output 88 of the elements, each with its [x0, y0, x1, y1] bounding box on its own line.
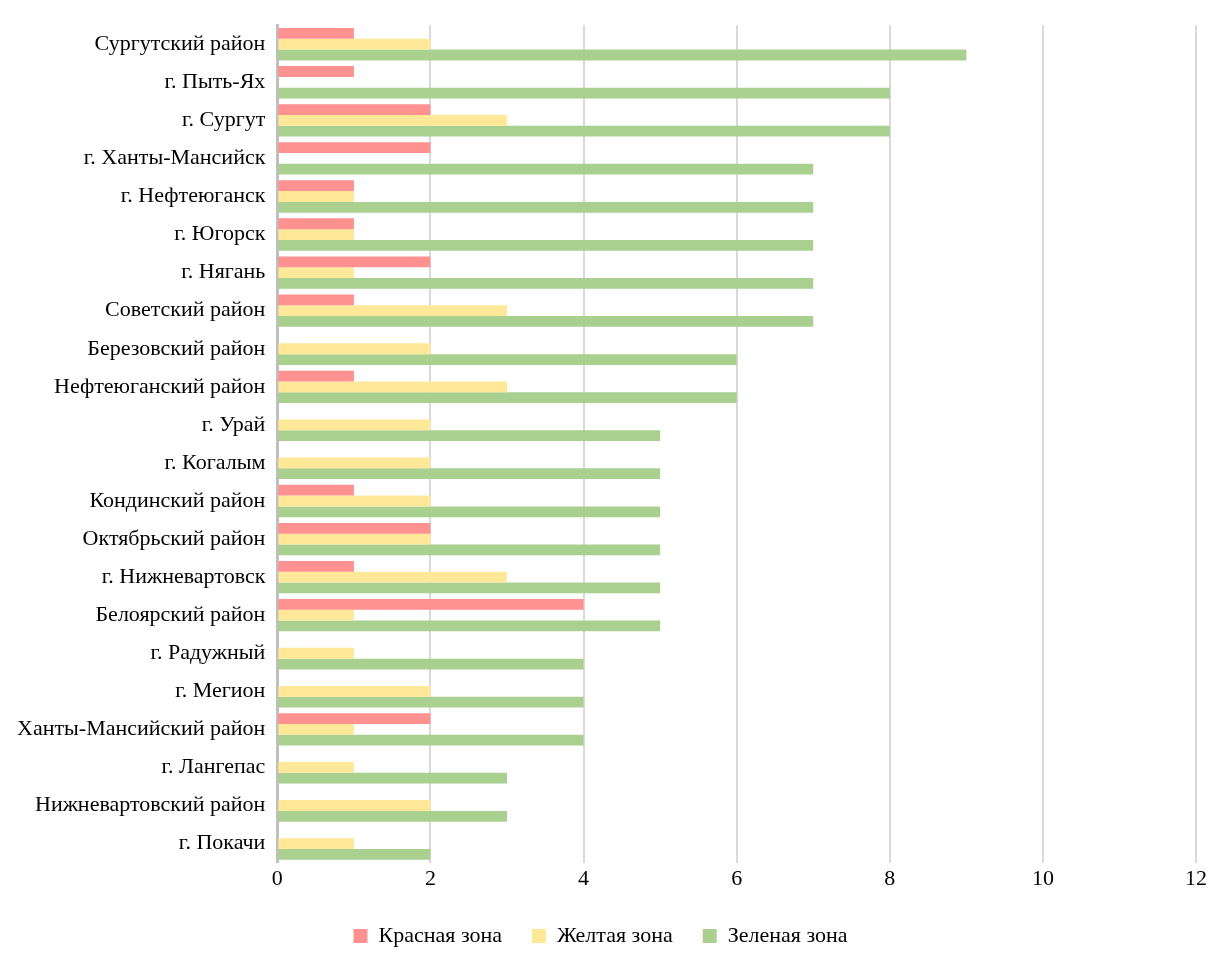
y-tick-label: г. Пыть-Ях	[164, 68, 266, 94]
y-tick-label: г. Урай	[201, 410, 266, 436]
bar	[278, 457, 431, 469]
y-tick-label: г. Нефтеюганск	[120, 182, 266, 208]
x-tick-label: 2	[424, 864, 436, 890]
x-tick-label: 4	[578, 864, 590, 890]
bar	[278, 229, 354, 240]
x-tick-label: 6	[731, 864, 743, 890]
bar	[278, 609, 354, 621]
bar	[278, 191, 354, 202]
bar	[278, 658, 584, 670]
bar	[278, 180, 354, 192]
y-tick-label: г. Покачи	[178, 829, 266, 855]
bar	[278, 533, 431, 545]
bar	[278, 218, 354, 230]
bar	[278, 278, 814, 289]
y-tick-label: Нефтеюганский район	[54, 372, 266, 398]
bar	[278, 734, 584, 746]
bar	[278, 484, 354, 496]
bar	[278, 800, 431, 811]
bar	[278, 142, 431, 154]
y-tick-label: Кондинский район	[89, 486, 266, 512]
bar	[278, 28, 354, 39]
bar	[278, 163, 814, 175]
y-tick-label: г. Нягань	[181, 258, 266, 284]
bar	[278, 104, 431, 115]
bar	[278, 370, 354, 382]
bar	[278, 392, 737, 403]
bar	[278, 838, 354, 849]
bar	[278, 468, 661, 480]
bar	[278, 114, 508, 126]
bar	[278, 294, 354, 306]
bar	[278, 125, 890, 137]
bar	[278, 522, 431, 534]
x-tick-label: 8	[884, 864, 896, 890]
bar	[278, 647, 354, 659]
y-tick-label: г. Радужный	[150, 639, 266, 665]
bar	[278, 381, 508, 393]
bar	[278, 343, 431, 355]
bar	[278, 239, 814, 251]
y-tick-label: Октябрьский район	[82, 524, 266, 550]
x-tick-label: 12	[1185, 864, 1207, 890]
bar	[278, 713, 431, 724]
bar	[278, 66, 354, 77]
y-tick-label: г. Когалым	[164, 448, 266, 474]
y-tick-label: г. Лангепас	[161, 753, 266, 779]
y-tick-label: г. Югорск	[174, 220, 266, 246]
bar	[278, 762, 354, 773]
y-tick-label: Сургутский район	[94, 30, 266, 56]
bar	[278, 506, 661, 518]
y-tick-label: Советский район	[104, 296, 266, 322]
x-tick-label: 10	[1031, 864, 1054, 890]
x-tick-label: 0	[271, 864, 283, 890]
bar	[278, 354, 737, 365]
bar	[278, 256, 431, 268]
bar	[278, 571, 508, 583]
legend-label: Зеленая зона	[727, 921, 848, 947]
y-tick-label: г. Ханты-Мансийск	[83, 144, 266, 170]
bar	[278, 430, 661, 442]
y-tick-label: Белоярский район	[95, 600, 266, 626]
bar	[278, 620, 661, 632]
bar	[278, 599, 584, 610]
legend-label: Красная зона	[378, 921, 503, 947]
bar	[278, 544, 661, 556]
bar	[278, 38, 431, 50]
bar	[278, 495, 431, 507]
y-tick-label: Нижневартовский район	[35, 791, 266, 817]
bar	[278, 810, 508, 822]
y-tick-label: г. Мегион	[175, 677, 266, 703]
bar	[278, 316, 814, 327]
bar	[278, 772, 508, 784]
bar	[278, 696, 584, 708]
bar	[278, 723, 354, 735]
y-tick-label: г. Нижневартовск	[101, 562, 266, 588]
bar	[278, 419, 431, 431]
bar	[278, 582, 661, 594]
bar	[278, 305, 508, 317]
y-tick-label: Березовский район	[87, 334, 266, 360]
bar	[278, 87, 890, 99]
y-tick-label: г. Сургут	[182, 106, 266, 132]
legend-label: Желтая зона	[556, 921, 673, 947]
bar	[278, 848, 431, 860]
bar	[278, 49, 967, 61]
bar	[278, 685, 431, 697]
y-tick-label: Ханты-Мансийский район	[17, 715, 266, 741]
bar	[278, 201, 814, 213]
bar	[278, 560, 354, 572]
bar	[278, 267, 354, 279]
